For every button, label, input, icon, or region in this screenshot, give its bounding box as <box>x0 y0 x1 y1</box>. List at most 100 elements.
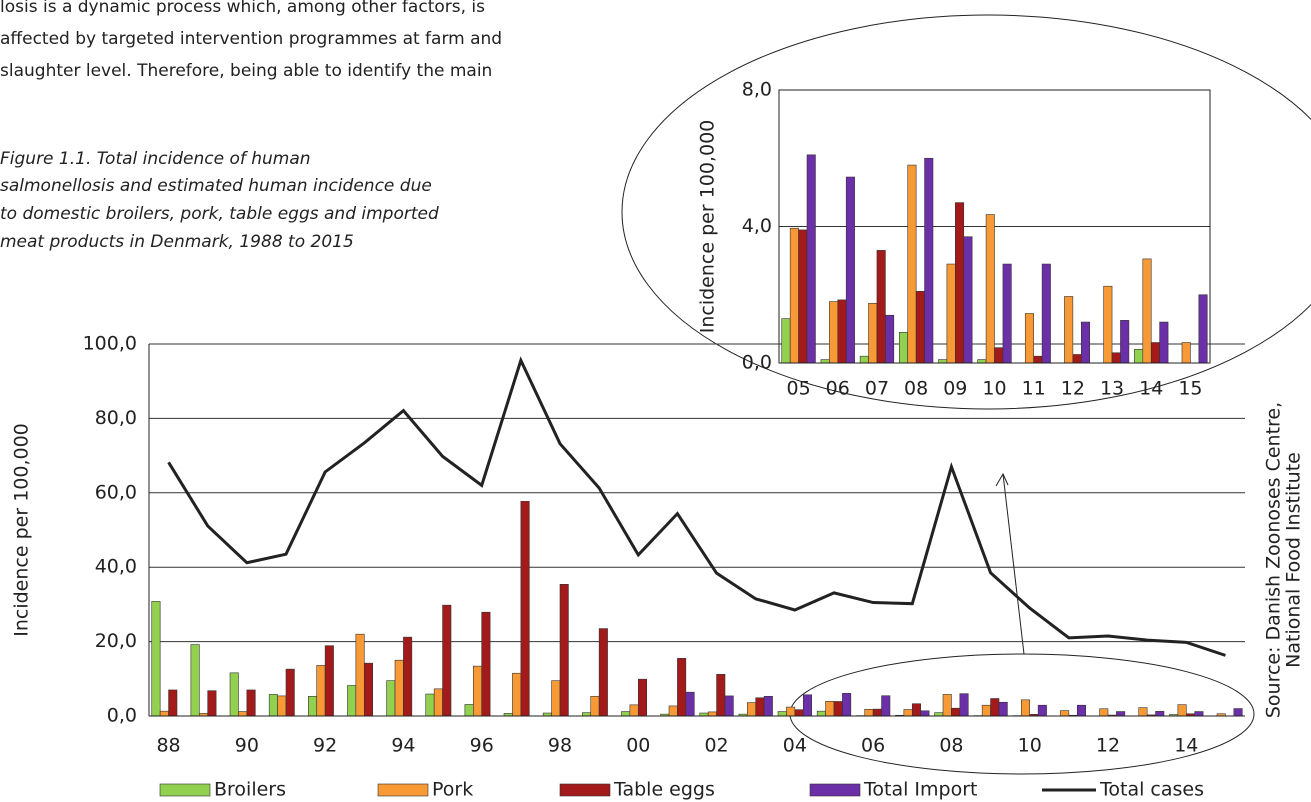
bar <box>1138 707 1148 717</box>
bar <box>316 665 326 717</box>
bar <box>707 711 717 717</box>
bar <box>763 695 773 717</box>
bar <box>825 701 835 717</box>
x-tick-label: 08 <box>939 735 963 757</box>
bar <box>845 176 855 364</box>
legend-label: Broilers <box>214 779 286 801</box>
zoom-arrow-head <box>995 472 1009 487</box>
bar <box>1072 354 1082 364</box>
bar <box>806 154 816 364</box>
bar <box>277 695 287 717</box>
x-tick-label: 02 <box>704 735 728 757</box>
bar <box>442 604 452 717</box>
bar <box>1181 342 1191 364</box>
bar <box>955 202 965 364</box>
legend-label: Total Import <box>863 779 977 801</box>
bar <box>915 291 925 364</box>
bar <box>685 691 695 717</box>
x-tick-label: 14 <box>1174 735 1198 757</box>
x-tick-label: 07 <box>865 378 889 400</box>
bar <box>1155 711 1165 717</box>
bar <box>837 299 847 364</box>
y-tick-label: 0,0 <box>742 352 772 374</box>
bar <box>864 709 874 717</box>
bar <box>386 680 396 717</box>
bar <box>981 704 991 717</box>
y-axis-title: Incidence per 100,000 <box>697 120 719 334</box>
bar <box>590 695 600 717</box>
bar <box>724 695 734 717</box>
bar <box>881 695 891 717</box>
bar <box>781 318 791 364</box>
x-tick-label: 14 <box>1139 378 1163 400</box>
bar <box>1002 263 1012 364</box>
bar <box>1060 710 1070 717</box>
bar <box>598 628 608 717</box>
bar <box>520 501 530 717</box>
bar <box>512 672 522 717</box>
bar <box>1064 296 1074 364</box>
y-tick-label: 100,0 <box>83 333 137 355</box>
bar <box>481 611 491 717</box>
zoom-arrow <box>1002 473 1025 655</box>
bar <box>1116 711 1126 717</box>
bar <box>1099 708 1109 717</box>
bar <box>942 694 952 717</box>
bar <box>1024 313 1034 364</box>
body-text: affected by targeted intervention progra… <box>0 29 502 49</box>
bar <box>833 701 843 717</box>
bar <box>842 693 852 717</box>
bar <box>668 705 678 717</box>
bar <box>907 164 917 364</box>
bar <box>285 668 295 717</box>
bar <box>938 359 948 364</box>
bar <box>924 157 934 364</box>
bar <box>802 694 812 717</box>
bar <box>903 709 913 717</box>
x-tick-label: 09 <box>943 378 967 400</box>
bar <box>1037 704 1047 717</box>
bar <box>994 347 1004 364</box>
bar <box>308 695 318 717</box>
y-tick-label: 0,0 <box>107 705 137 727</box>
caption: Figure 1.1. Total incidence of human <box>0 149 311 169</box>
caption: to domestic broilers, pork, table eggs a… <box>0 204 439 224</box>
bar <box>794 709 804 717</box>
x-tick-label: 13 <box>1100 378 1124 400</box>
bar <box>168 689 178 717</box>
bar <box>998 701 1008 717</box>
bar <box>464 704 474 717</box>
bar <box>963 236 973 364</box>
bar <box>1080 321 1091 364</box>
bar <box>868 302 878 364</box>
x-tick-label: 90 <box>235 735 259 757</box>
bar <box>629 704 639 717</box>
bar <box>934 712 944 717</box>
x-tick-label: 11 <box>1022 378 1046 400</box>
bar <box>621 711 631 717</box>
bar <box>911 703 922 717</box>
bar <box>1150 342 1160 364</box>
x-tick-label: 00 <box>626 735 650 757</box>
legend-label: Table eggs <box>613 779 715 801</box>
bar <box>1198 294 1208 364</box>
x-tick-label: 96 <box>470 735 494 757</box>
bar <box>798 229 808 364</box>
bar <box>1041 263 1051 364</box>
body-text: losis is a dynamic process which, among … <box>0 0 485 17</box>
bar <box>229 672 239 717</box>
bar <box>582 712 592 717</box>
bar <box>394 659 404 717</box>
bar <box>829 301 839 364</box>
bar <box>403 636 413 717</box>
x-tick-label: 94 <box>391 735 415 757</box>
bar <box>755 697 765 717</box>
bar <box>559 584 569 717</box>
x-tick-label: 88 <box>156 735 180 757</box>
bar <box>777 711 787 717</box>
bar <box>1076 704 1086 717</box>
legend-label: Pork <box>432 779 473 801</box>
bar <box>268 694 278 717</box>
x-tick-label: 98 <box>548 735 572 757</box>
bar <box>876 250 886 364</box>
